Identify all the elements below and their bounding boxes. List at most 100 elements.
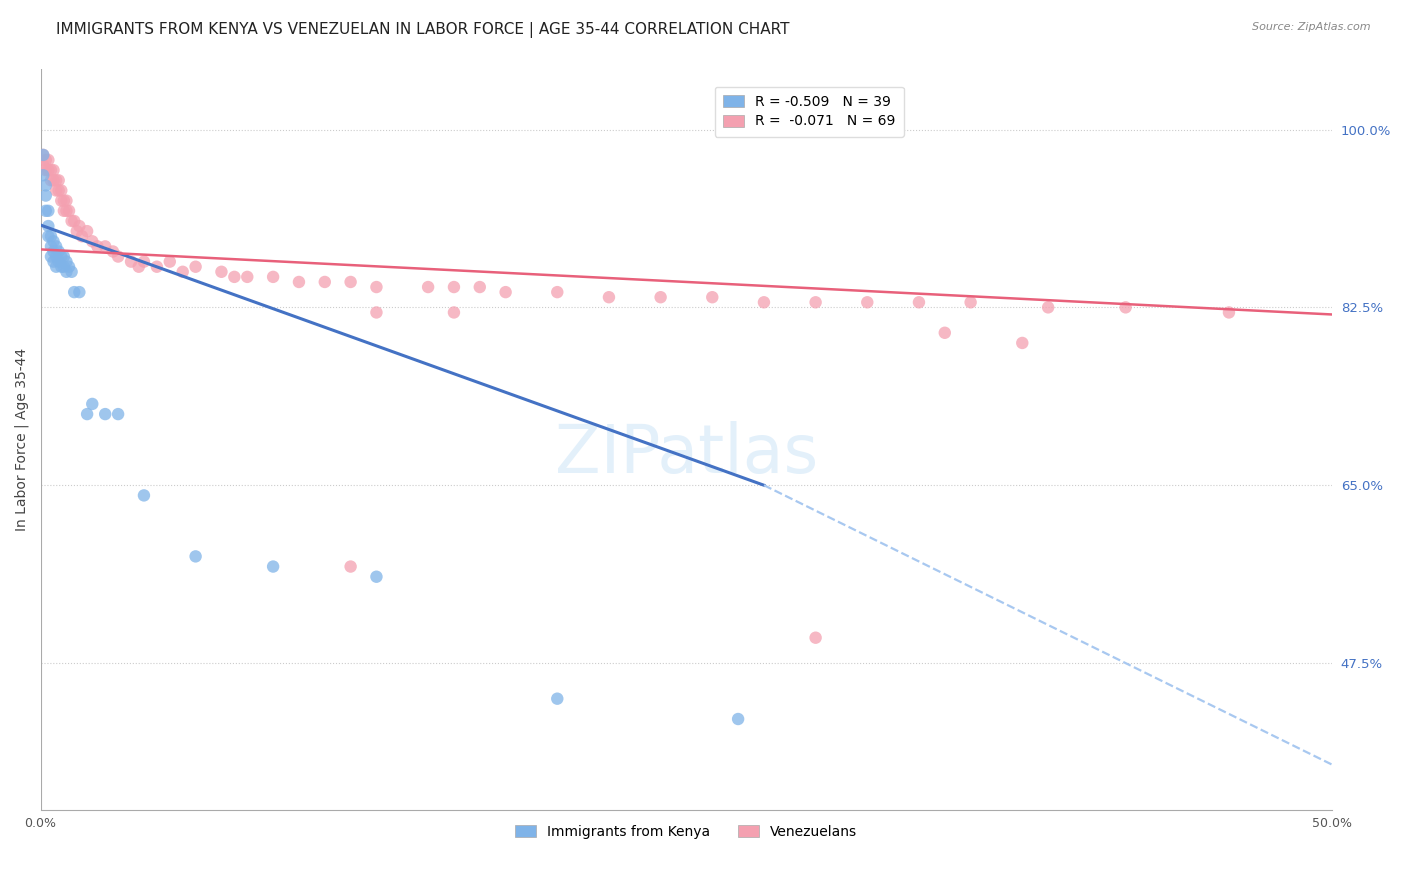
Point (314, 275, 336, 289)
Point (86, 239, 108, 253)
Point (94, 407, 117, 421)
Point (856, 295, 879, 310)
Point (598, 290, 620, 304)
Point (172, 265, 194, 279)
Point (262, 269, 284, 284)
Point (908, 295, 931, 310)
Point (702, 290, 724, 304)
Point (1218, 305, 1240, 319)
Point (63, 285, 86, 299)
Point (35, 188, 58, 202)
Point (224, 269, 246, 284)
Point (107, 250, 129, 264)
Point (60, 265, 83, 279)
Point (1115, 301, 1137, 315)
Point (339, 559, 361, 574)
Point (82, 235, 104, 249)
Point (32, 148, 55, 162)
Point (67, 285, 90, 299)
Point (45, 173, 67, 187)
Point (58, 203, 80, 218)
Point (82, 397, 104, 411)
Text: IMMIGRANTS FROM KENYA VS VENEZUELAN IN LABOR FORCE | AGE 35-44 CORRELATION CHART: IMMIGRANTS FROM KENYA VS VENEZUELAN IN L… (56, 22, 790, 38)
Point (42, 163, 65, 178)
Point (39, 250, 62, 264)
Point (60, 214, 83, 228)
Point (37, 203, 59, 218)
Point (51, 250, 73, 264)
Point (66, 224, 89, 238)
Point (959, 295, 981, 310)
Point (934, 326, 956, 340)
Point (804, 631, 827, 645)
Point (339, 275, 361, 289)
Point (101, 244, 124, 259)
Point (37, 153, 59, 167)
Point (45, 184, 67, 198)
Point (48, 254, 70, 268)
Point (52, 194, 75, 208)
Point (1011, 335, 1033, 350)
Point (42, 173, 65, 187)
Point (42, 235, 65, 249)
Point (1036, 301, 1059, 315)
Point (184, 260, 207, 274)
Point (120, 254, 142, 268)
Point (52, 203, 75, 218)
Point (51, 194, 73, 208)
Point (132, 254, 155, 268)
Point (52, 260, 75, 274)
Point (42, 244, 65, 259)
Point (37, 163, 59, 178)
Point (48, 244, 70, 259)
Point (211, 265, 233, 279)
Point (416, 280, 439, 294)
Point (32, 148, 55, 162)
Point (752, 295, 775, 310)
Point (366, 280, 388, 294)
Point (546, 691, 568, 706)
Point (35, 203, 58, 218)
Point (288, 275, 311, 289)
Point (55, 194, 77, 208)
Point (42, 254, 65, 268)
Point (443, 280, 465, 294)
Point (76, 224, 98, 238)
Point (366, 570, 388, 584)
Point (55, 265, 77, 279)
Point (48, 184, 70, 198)
Point (70, 229, 93, 244)
Point (39, 229, 62, 244)
Point (495, 285, 517, 299)
Point (236, 269, 259, 284)
Point (443, 305, 465, 319)
Point (39, 163, 62, 178)
Point (76, 407, 98, 421)
Point (94, 239, 117, 253)
Point (650, 290, 672, 304)
Point (35, 163, 58, 178)
Point (32, 158, 55, 172)
Point (107, 407, 129, 421)
Point (132, 488, 155, 502)
Text: ZIPatlas: ZIPatlas (555, 421, 818, 487)
Y-axis label: In Labor Force | Age 35-44: In Labor Force | Age 35-44 (15, 348, 30, 531)
Point (39, 239, 62, 253)
Point (804, 295, 827, 310)
Point (35, 153, 58, 167)
Point (63, 214, 86, 228)
Point (45, 250, 67, 264)
Point (727, 712, 749, 726)
Point (35, 178, 58, 193)
Point (45, 239, 67, 253)
Point (159, 254, 181, 268)
Point (55, 254, 77, 268)
Point (366, 305, 388, 319)
Point (67, 219, 90, 233)
Point (58, 260, 80, 274)
Point (37, 219, 59, 233)
Point (51, 260, 73, 274)
Point (468, 280, 491, 294)
Text: Source: ZipAtlas.com: Source: ZipAtlas.com (1253, 22, 1371, 32)
Point (52, 250, 75, 264)
